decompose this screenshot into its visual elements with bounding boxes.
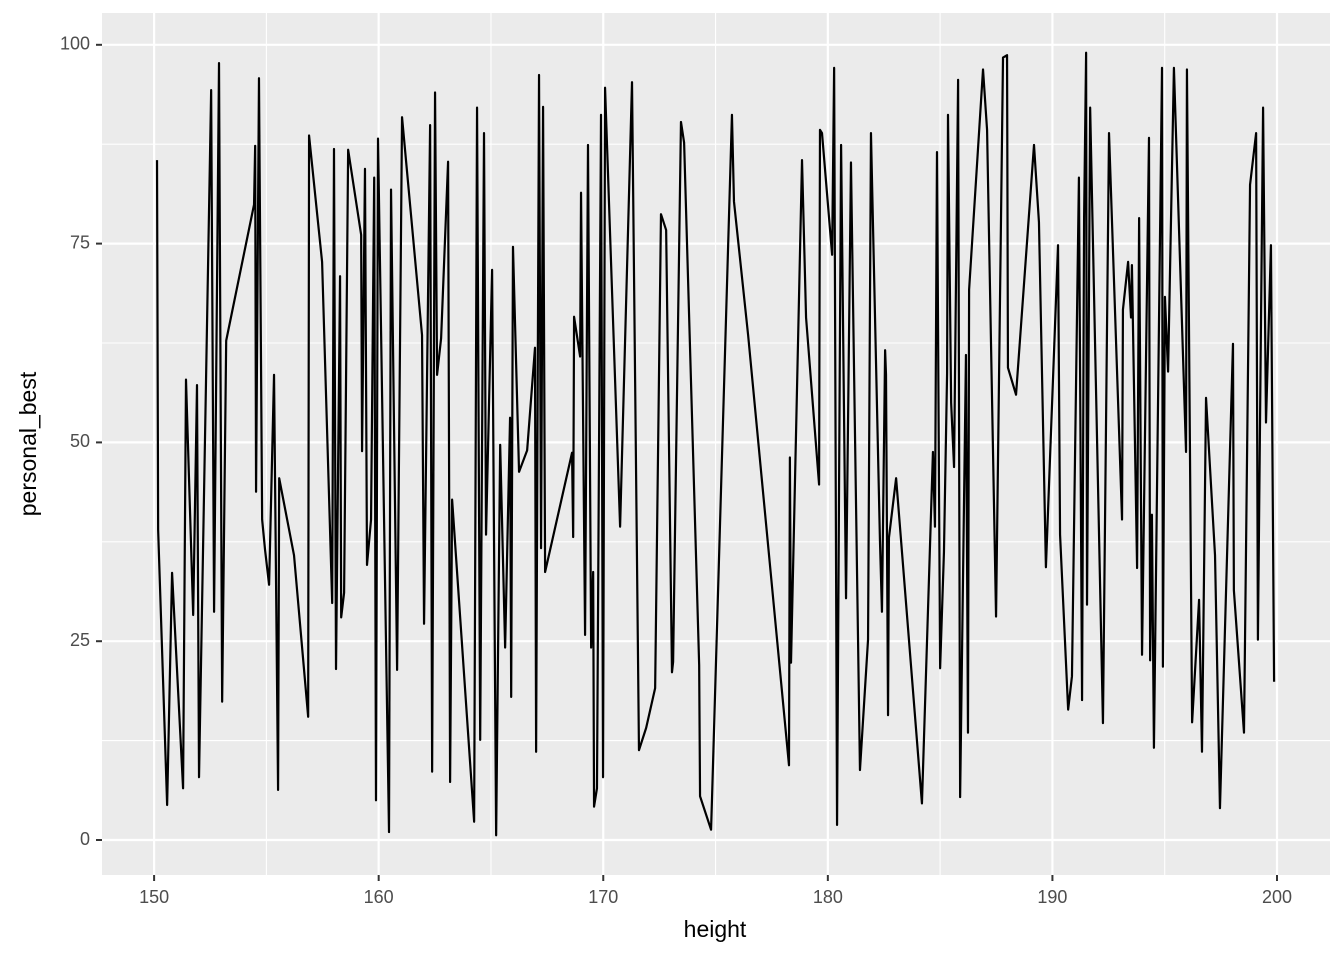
y-tick-label: 50 bbox=[70, 431, 90, 451]
y-axis-title: personal_best bbox=[15, 371, 41, 516]
x-tick-label: 180 bbox=[813, 887, 843, 907]
x-tick-label: 190 bbox=[1037, 887, 1067, 907]
x-tick-label: 150 bbox=[139, 887, 169, 907]
y-tick-label: 25 bbox=[70, 630, 90, 650]
x-tick-label: 200 bbox=[1262, 887, 1292, 907]
y-tick-label: 75 bbox=[70, 232, 90, 252]
x-axis-title: height bbox=[684, 916, 747, 942]
x-tick-label: 160 bbox=[364, 887, 394, 907]
y-tick-label: 100 bbox=[60, 34, 90, 54]
data-line bbox=[155, 51, 1276, 837]
x-tick-label: 170 bbox=[588, 887, 618, 907]
y-tick-label: 0 bbox=[80, 829, 90, 849]
